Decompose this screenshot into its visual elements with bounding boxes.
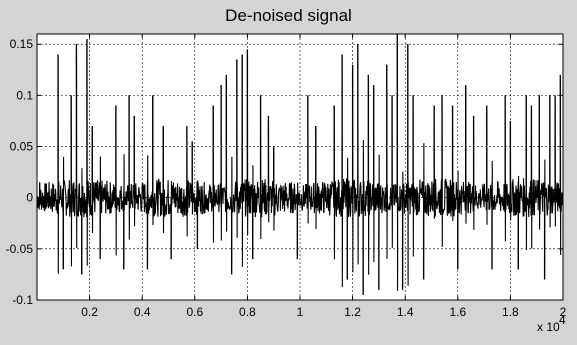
x-tick-label: 0.4 (134, 305, 151, 319)
x-tick-label: 1.6 (449, 305, 466, 319)
x-tick-label: 0.6 (186, 305, 203, 319)
x-tick-label: 1 (297, 305, 304, 319)
y-tick-label: 0.1 (16, 88, 33, 102)
x-tick-label: 0.2 (81, 305, 98, 319)
y-tick-label: 0.15 (10, 37, 34, 51)
y-tick-label: -0.1 (12, 293, 33, 307)
y-tick-label: 0 (26, 191, 33, 205)
x-exponent-power: 4 (559, 313, 566, 327)
y-tick-label: -0.05 (6, 242, 34, 256)
x-exponent-label: x 10 (537, 320, 560, 334)
x-tick-label: 1.8 (502, 305, 519, 319)
y-tick-label: 0.05 (10, 140, 34, 154)
x-tick-label: 0.8 (239, 305, 256, 319)
x-tick-label: 1.4 (397, 305, 414, 319)
x-tick-label: 1.2 (344, 305, 361, 319)
